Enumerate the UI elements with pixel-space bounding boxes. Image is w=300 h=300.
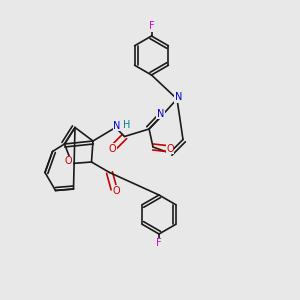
Text: H: H [123, 120, 130, 130]
Text: F: F [149, 21, 154, 32]
Text: F: F [156, 238, 162, 248]
Text: O: O [109, 143, 116, 154]
Text: O: O [166, 143, 174, 154]
Text: O: O [64, 156, 72, 166]
Text: O: O [112, 185, 120, 196]
Text: N: N [113, 121, 121, 131]
Text: N: N [175, 92, 182, 103]
Text: N: N [157, 109, 164, 119]
